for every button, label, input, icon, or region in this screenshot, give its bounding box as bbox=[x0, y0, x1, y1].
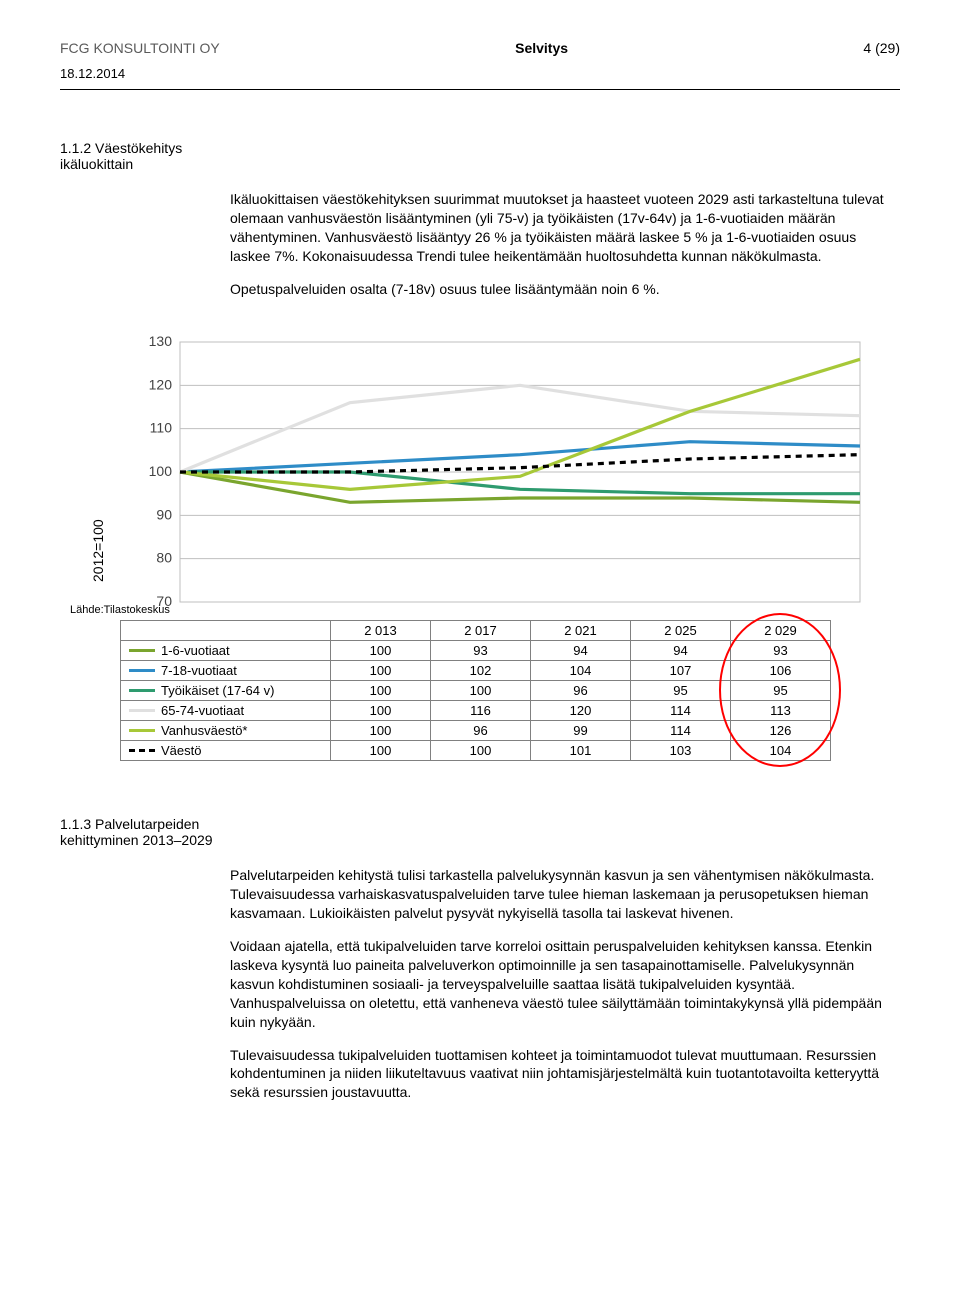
header-page-number: 4 (29) bbox=[863, 40, 900, 56]
series-value: 94 bbox=[631, 641, 731, 661]
svg-text:120: 120 bbox=[149, 377, 173, 393]
series-value: 96 bbox=[431, 721, 531, 741]
series-value: 101 bbox=[531, 741, 631, 761]
legend-swatch bbox=[129, 669, 155, 672]
series-value: 95 bbox=[631, 681, 731, 701]
legend-swatch bbox=[129, 649, 155, 652]
table-row: Vanhusväestö*1009699114126 bbox=[121, 721, 831, 741]
series-value: 107 bbox=[631, 661, 731, 681]
series-name: 7-18-vuotiaat bbox=[161, 663, 237, 678]
document-page: FCG KONSULTOINTI OY Selvitys 4 (29) 18.1… bbox=[0, 0, 960, 1156]
series-value: 100 bbox=[331, 661, 431, 681]
series-value: 104 bbox=[531, 661, 631, 681]
series-value: 120 bbox=[531, 701, 631, 721]
section-1-1-3: 1.1.3 Palvelutarpeiden kehittyminen 2013… bbox=[60, 816, 900, 848]
para-113-2: Voidaan ajatella, että tukipalveluiden t… bbox=[230, 937, 900, 1031]
y-axis-label: 2012=100 bbox=[90, 482, 106, 582]
page-header: FCG KONSULTOINTI OY Selvitys 4 (29) bbox=[60, 40, 900, 60]
series-name: Työikäiset (17-64 v) bbox=[161, 683, 274, 698]
series-value: 114 bbox=[631, 721, 731, 741]
series-value: 116 bbox=[431, 701, 531, 721]
svg-text:130: 130 bbox=[149, 333, 173, 349]
series-name: Vanhusväestö* bbox=[161, 723, 248, 738]
para-113-1: Palvelutarpeiden kehitystä tulisi tarkas… bbox=[230, 866, 900, 923]
series-value: 99 bbox=[531, 721, 631, 741]
para-112-1: Ikäluokittaisen väestökehityksen suurimm… bbox=[230, 190, 900, 266]
header-doc-type: Selvitys bbox=[515, 40, 568, 56]
table-header-row: 2 0132 0172 0212 0252 029 bbox=[121, 621, 831, 641]
series-value: 100 bbox=[331, 681, 431, 701]
line-chart-svg: 708090100110120130 bbox=[110, 332, 870, 622]
legend-swatch bbox=[129, 709, 155, 712]
series-name: 1-6-vuotiaat bbox=[161, 643, 230, 658]
legend-swatch bbox=[129, 689, 155, 692]
series-value: 93 bbox=[431, 641, 531, 661]
svg-text:90: 90 bbox=[156, 507, 172, 523]
series-value: 100 bbox=[331, 721, 431, 741]
legend-swatch bbox=[129, 749, 155, 752]
section-number-113: 1.1.3 bbox=[60, 816, 91, 832]
series-value: 96 bbox=[531, 681, 631, 701]
series-value: 103 bbox=[631, 741, 731, 761]
series-value: 100 bbox=[331, 641, 431, 661]
section-1-1-2: 1.1.2 Väestökehitys ikäluokittain bbox=[60, 140, 900, 172]
para-112-2: Opetuspalveluiden osalta (7-18v) osuus t… bbox=[230, 280, 900, 299]
series-name: Väestö bbox=[161, 743, 201, 758]
population-index-chart: 2012=100 708090100110120130 Lähde:Tilast… bbox=[90, 332, 900, 766]
series-value: 94 bbox=[531, 641, 631, 661]
header-divider bbox=[60, 89, 900, 90]
year-header: 2 017 bbox=[431, 621, 531, 641]
header-date: 18.12.2014 bbox=[60, 66, 900, 81]
para-113-3: Tulevaisuudessa tukipalveluiden tuottami… bbox=[230, 1046, 900, 1103]
highlight-ellipse bbox=[719, 613, 841, 767]
year-header: 2 025 bbox=[631, 621, 731, 641]
series-value: 100 bbox=[431, 681, 531, 701]
svg-text:110: 110 bbox=[150, 420, 173, 436]
svg-text:100: 100 bbox=[149, 463, 173, 479]
table-row: Väestö100100101103104 bbox=[121, 741, 831, 761]
svg-text:80: 80 bbox=[156, 550, 172, 566]
header-company: FCG KONSULTOINTI OY bbox=[60, 40, 220, 56]
series-value: 102 bbox=[431, 661, 531, 681]
section-number-112: 1.1.2 bbox=[60, 140, 91, 156]
series-value: 100 bbox=[331, 701, 431, 721]
series-value: 100 bbox=[331, 741, 431, 761]
year-header: 2 013 bbox=[331, 621, 431, 641]
legend-swatch bbox=[129, 729, 155, 732]
series-name: 65-74-vuotiaat bbox=[161, 703, 244, 718]
series-value: 100 bbox=[431, 741, 531, 761]
series-value: 114 bbox=[631, 701, 731, 721]
year-header: 2 021 bbox=[531, 621, 631, 641]
